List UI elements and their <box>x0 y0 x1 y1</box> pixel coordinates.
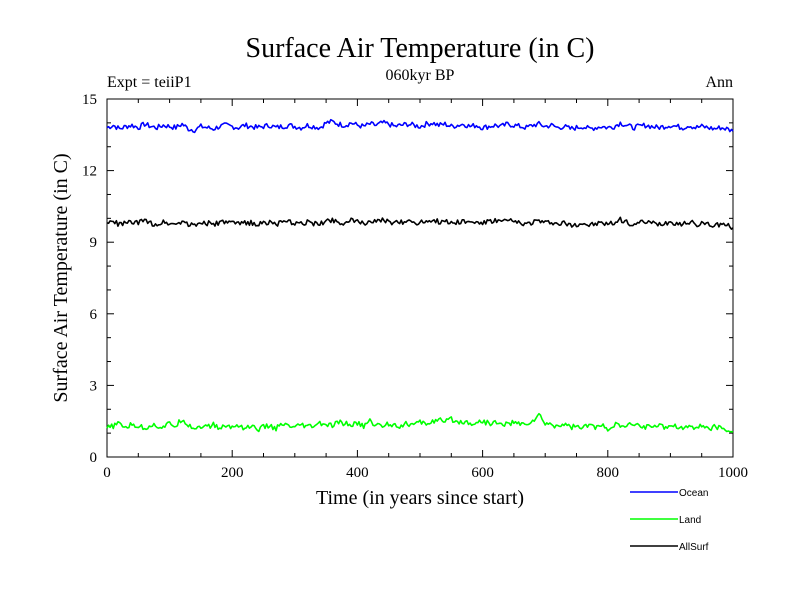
y-tick-label: 12 <box>82 164 97 180</box>
period-label: Ann <box>705 74 733 91</box>
legend: Ocean Land AllSurf <box>630 488 709 553</box>
y-tick-label: 3 <box>90 378 98 394</box>
y-axis-label: Surface Air Temperature (in C) <box>50 153 72 402</box>
y-tick-label: 9 <box>90 235 98 251</box>
experiment-label: Expt = teiiP1 <box>107 74 192 91</box>
x-tick-label: 1000 <box>718 465 748 481</box>
series-layer <box>106 118 734 433</box>
x-tick-label: 800 <box>597 465 620 481</box>
chart-subtitle: 060kyr BP <box>386 67 455 84</box>
legend-label: AllSurf <box>679 542 709 553</box>
x-axis-label: Time (in years since start) <box>316 487 524 509</box>
y-tick-label: 15 <box>82 92 97 108</box>
chart-title: Surface Air Temperature (in C) <box>246 33 595 64</box>
y-tick-label: 0 <box>90 450 98 466</box>
y-axis: 0 3 6 9 12 15 <box>82 92 733 466</box>
y-tick-label: 6 <box>90 307 98 323</box>
x-tick-label: 200 <box>221 465 244 481</box>
x-axis: 0 200 400 600 800 1000 <box>103 99 748 481</box>
plot-frame <box>106 98 734 458</box>
series-line-ocean <box>106 118 734 134</box>
series-line-allsurf <box>106 216 734 230</box>
legend-label: Ocean <box>679 488 708 499</box>
x-tick-label: 600 <box>471 465 494 481</box>
x-tick-label: 400 <box>346 465 369 481</box>
x-tick-label: 0 <box>103 465 111 481</box>
legend-label: Land <box>679 515 701 526</box>
series-line-land <box>106 412 734 433</box>
